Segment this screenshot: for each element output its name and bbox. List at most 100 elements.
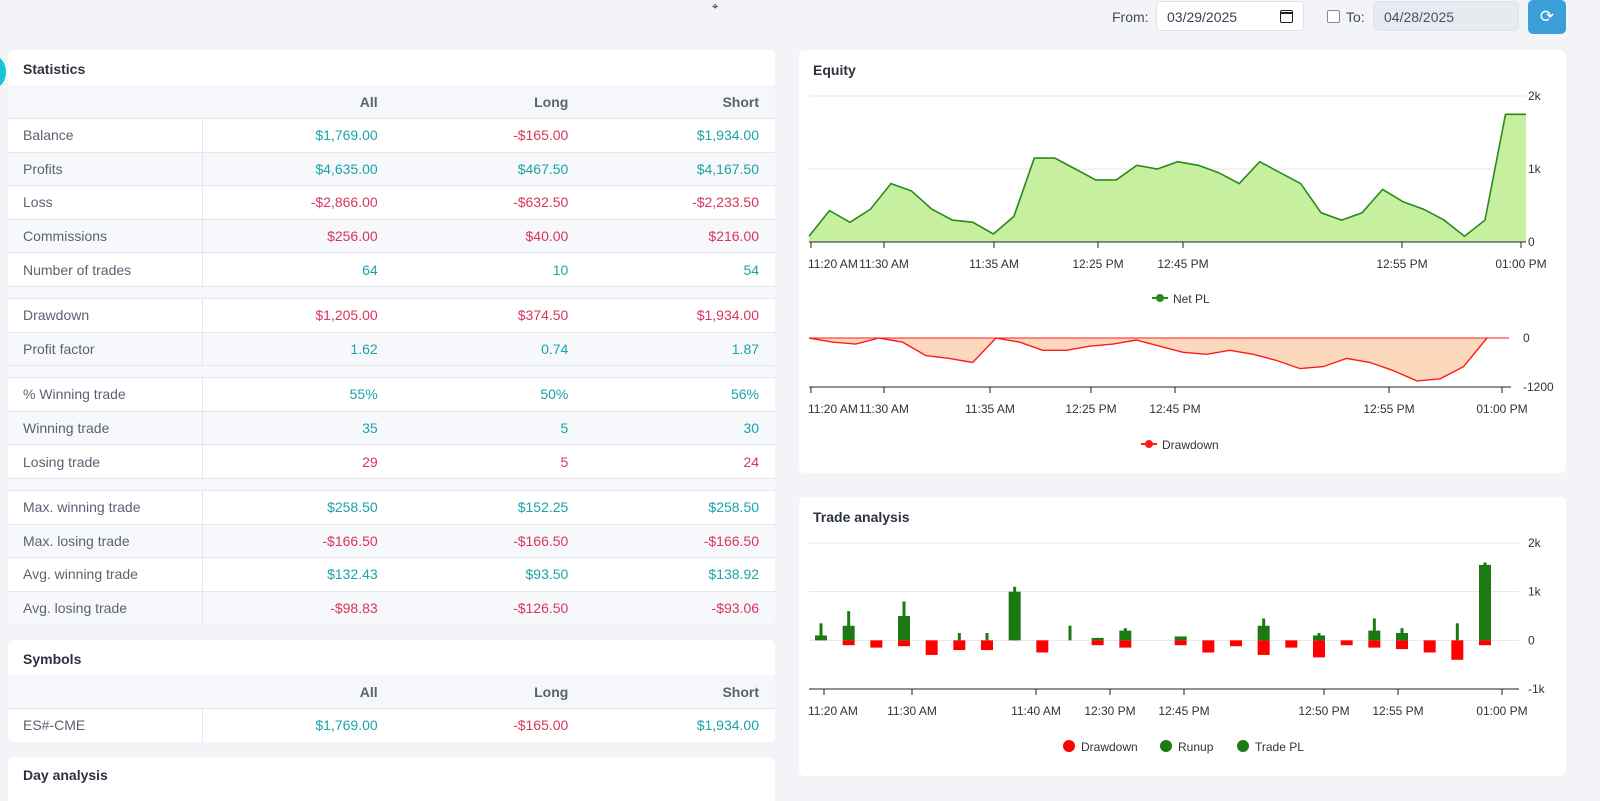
row-value: 29 xyxy=(362,453,378,470)
row-value: $258.50 xyxy=(708,499,760,516)
row-label: Profits xyxy=(8,152,203,186)
row-value: $1,769.00 xyxy=(315,717,378,734)
x-tick-label: 11:20 AM xyxy=(808,257,858,271)
equity-card: Equity 2k 1k 0 11:20 AM 11:30 AM 11:35 AM 12:2… xyxy=(799,50,1566,473)
table-row: % Winning trade 55% 50% 56% xyxy=(8,378,775,412)
row-value: $1,769.00 xyxy=(315,127,378,144)
trade-pl-bar xyxy=(1368,630,1381,641)
drawdown-bar xyxy=(1257,640,1270,655)
row-value: 64 xyxy=(362,261,378,278)
x-tick-label: 12:55 PM xyxy=(1363,402,1414,416)
drawdown-bar xyxy=(1285,640,1298,648)
row-label: Max. losing trade xyxy=(8,524,203,558)
mouse-cursor-icon: ⌖ xyxy=(712,0,719,13)
drawdown-bar xyxy=(842,640,855,646)
drawdown-bar xyxy=(1202,640,1215,653)
trade-pl-bar xyxy=(1174,636,1187,641)
row-value: 5 xyxy=(560,420,569,437)
drawdown-bar xyxy=(1340,640,1353,646)
filter-bar: ⌖ From: 03/29/2025 To: 04/28/2025 ⟳ xyxy=(0,0,1600,40)
group-separator xyxy=(8,366,775,379)
legend-label: Runup xyxy=(1178,740,1214,754)
refresh-icon: ⟳ xyxy=(1539,7,1555,27)
row-value: 5 xyxy=(560,453,569,470)
x-tick-label: 11:30 AM xyxy=(887,704,937,718)
row-value: 10 xyxy=(552,261,569,278)
row-value: -$632.50 xyxy=(513,194,569,211)
day-analysis-title: Day analysis xyxy=(23,767,108,783)
table-row: Commissions $256.00 $40.00 $216.00 xyxy=(8,219,775,254)
y-tick-label: -1k xyxy=(1528,682,1546,696)
drawdown-bar xyxy=(1479,640,1491,646)
statistics-card: Statistics All Long Short Balance $1,769.00 -… xyxy=(8,50,775,624)
drawdown-bar xyxy=(1313,640,1325,658)
x-tick-label: 12:25 PM xyxy=(1072,257,1123,271)
legend-marker xyxy=(1156,294,1164,302)
row-label: Profit factor xyxy=(8,332,203,366)
table-row: Winning trade 35 5 30 xyxy=(8,411,775,446)
drawdown-bar xyxy=(1091,640,1104,646)
statistics-table: All Long Short Balance $1,769.00 -$165.00 $1,9… xyxy=(8,85,775,624)
trade-pl-bar xyxy=(1091,637,1104,641)
to-date-input[interactable]: 04/28/2025 xyxy=(1373,1,1519,31)
table-row: Max. losing trade -$166.50 -$166.50 -$166.5… xyxy=(8,524,775,559)
x-tick-label: 11:35 AM xyxy=(969,257,1019,271)
drawdown-bar xyxy=(953,640,966,651)
table-row: Max. winning trade $258.50 $152.25 $258.50 xyxy=(8,490,775,525)
row-value: $256.00 xyxy=(327,228,378,245)
from-date-input[interactable]: 03/29/2025 xyxy=(1156,1,1304,31)
trade-pl-bar xyxy=(1008,591,1021,641)
row-value: 0.74 xyxy=(541,340,569,357)
trade-pl-bar xyxy=(898,616,910,641)
table-header-row: All Long Short xyxy=(8,85,775,119)
trade-pl-bar xyxy=(1257,625,1270,641)
to-date-checkbox[interactable] xyxy=(1327,10,1340,23)
x-tick-label: 12:50 PM xyxy=(1298,704,1349,718)
row-value: $93.50 xyxy=(525,566,569,583)
symbols-table: All Long Short ES#-CME $1,769.00 -$165.00 $1,9… xyxy=(8,675,775,742)
row-value: 54 xyxy=(743,261,760,278)
row-value: $1,934.00 xyxy=(696,127,760,144)
statistics-title: Statistics xyxy=(23,61,86,77)
legend-marker xyxy=(1237,740,1249,752)
row-label: % Winning trade xyxy=(8,378,203,411)
column-header: All xyxy=(359,93,378,110)
x-tick-label: 12:30 PM xyxy=(1084,704,1135,718)
y-tick-label: 0 xyxy=(1523,331,1530,345)
row-value: 35 xyxy=(362,420,378,437)
row-value: $152.25 xyxy=(517,499,569,516)
x-tick-label: 12:55 PM xyxy=(1372,704,1423,718)
trade-pl-bar xyxy=(1313,635,1325,641)
row-value: $374.50 xyxy=(517,307,569,324)
row-label: Drawdown xyxy=(8,298,203,332)
equity-title: Equity xyxy=(813,62,856,78)
row-value: 1.62 xyxy=(350,340,378,357)
group-separator xyxy=(8,478,775,491)
column-header: Long xyxy=(534,93,569,110)
drawdown-bar xyxy=(1230,640,1242,647)
table-row: Profits $4,635.00 $467.50 $4,167.50 xyxy=(8,152,775,187)
row-value: -$98.83 xyxy=(330,600,378,617)
x-tick-label: 12:25 PM xyxy=(1065,402,1116,416)
calendar-icon[interactable] xyxy=(1280,10,1293,23)
row-value: -$2,233.50 xyxy=(692,194,760,211)
column-header: Long xyxy=(534,683,569,700)
drawdown-bar xyxy=(1119,640,1132,648)
row-label: ES#-CME xyxy=(8,709,203,742)
row-label: Number of trades xyxy=(8,253,203,286)
refresh-button[interactable]: ⟳ xyxy=(1528,0,1566,34)
y-tick-label: 1k xyxy=(1528,585,1542,599)
x-tick-label: 12:55 PM xyxy=(1376,257,1427,271)
row-value: -$165.00 xyxy=(513,127,569,144)
row-label: Loss xyxy=(8,186,203,219)
y-tick-label: 2k xyxy=(1528,536,1542,550)
drawdown-bar xyxy=(981,640,993,651)
row-value: -$126.50 xyxy=(513,600,569,617)
to-label: To: xyxy=(1346,9,1365,25)
table-row: ES#-CME $1,769.00 -$165.00 $1,934.00 xyxy=(8,709,775,742)
trade-pl-bar xyxy=(815,635,827,641)
row-value: $216.00 xyxy=(708,228,760,245)
row-label: Winning trade xyxy=(8,411,203,445)
trade-analysis-chart: 2k 1k 0 -1k 11:20 AM 11:30 AM 11:40 AM 12:30 PM… xyxy=(808,536,1546,754)
y-tick-label: 2k xyxy=(1528,89,1542,103)
